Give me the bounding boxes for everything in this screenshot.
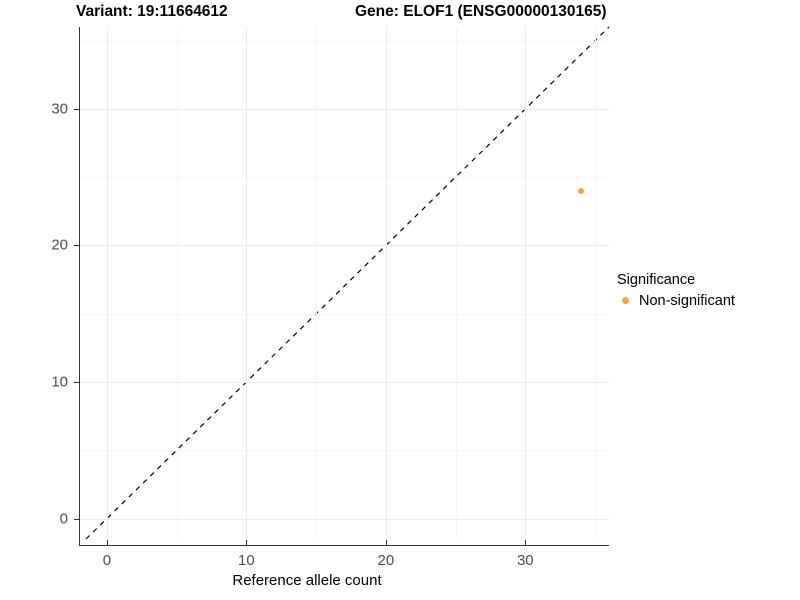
gridline-minor-vertical <box>595 27 597 539</box>
x-axis-tick <box>525 540 527 545</box>
legend-key <box>617 292 634 309</box>
gridline-minor-vertical <box>316 27 318 539</box>
y-axis-tick <box>74 245 79 247</box>
gridline-major-vertical <box>246 27 248 539</box>
x-axis-tick <box>385 540 387 545</box>
gene-title: Gene: ELOF1 (ENSG00000130165) <box>355 3 607 20</box>
gridline-major-horizontal <box>79 108 609 110</box>
gridline-major-vertical <box>385 27 387 539</box>
y-axis-tick <box>74 518 79 520</box>
legend-title: Significance <box>617 272 696 288</box>
gridline-minor-vertical <box>455 27 457 539</box>
gridline-minor-horizontal <box>79 177 609 179</box>
y-axis-tick-label: 0 <box>59 510 68 528</box>
y-axis-line <box>79 27 80 545</box>
gridline-minor-horizontal <box>79 450 609 452</box>
x-axis-title: Reference allele count <box>232 572 382 589</box>
y-axis-tick <box>74 381 79 383</box>
gridline-major-vertical <box>106 27 108 539</box>
title-row: Variant: 19:11664612 Gene: ELOF1 (ENSG00… <box>0 0 620 26</box>
legend-items: Non-significant <box>617 292 735 309</box>
gridline-major-horizontal <box>79 381 609 383</box>
x-axis-tick-label: 20 <box>377 552 395 569</box>
legend-dot-icon <box>622 297 629 304</box>
identity-reference-line <box>85 26 610 540</box>
y-axis-tick <box>74 108 79 110</box>
gridline-minor-vertical <box>176 27 178 539</box>
y-axis-tick-label: 10 <box>51 373 68 391</box>
gridline-major-horizontal <box>79 245 609 247</box>
x-axis-tick <box>246 540 248 545</box>
gridline-minor-horizontal <box>79 313 609 315</box>
legend: Significance Non-significant <box>617 272 735 309</box>
data-point[interactable] <box>578 187 585 194</box>
gridline-major-horizontal <box>79 518 609 520</box>
x-axis-tick <box>106 540 108 545</box>
gridline-minor-horizontal <box>79 40 609 42</box>
variant-title: Variant: 19:11664612 <box>76 3 228 20</box>
x-axis-tick-label: 10 <box>238 552 255 569</box>
legend-item-label: Non-significant <box>639 292 735 309</box>
x-axis-line <box>79 545 609 546</box>
legend-item[interactable]: Non-significant <box>617 292 735 309</box>
plot-panel <box>79 26 610 540</box>
gridline-major-vertical <box>525 27 527 539</box>
x-axis-tick-label: 0 <box>102 552 112 569</box>
y-axis-tick-label: 20 <box>51 236 68 254</box>
x-axis-tick-label: 30 <box>516 552 534 569</box>
y-axis-tick-label: 30 <box>51 100 68 118</box>
